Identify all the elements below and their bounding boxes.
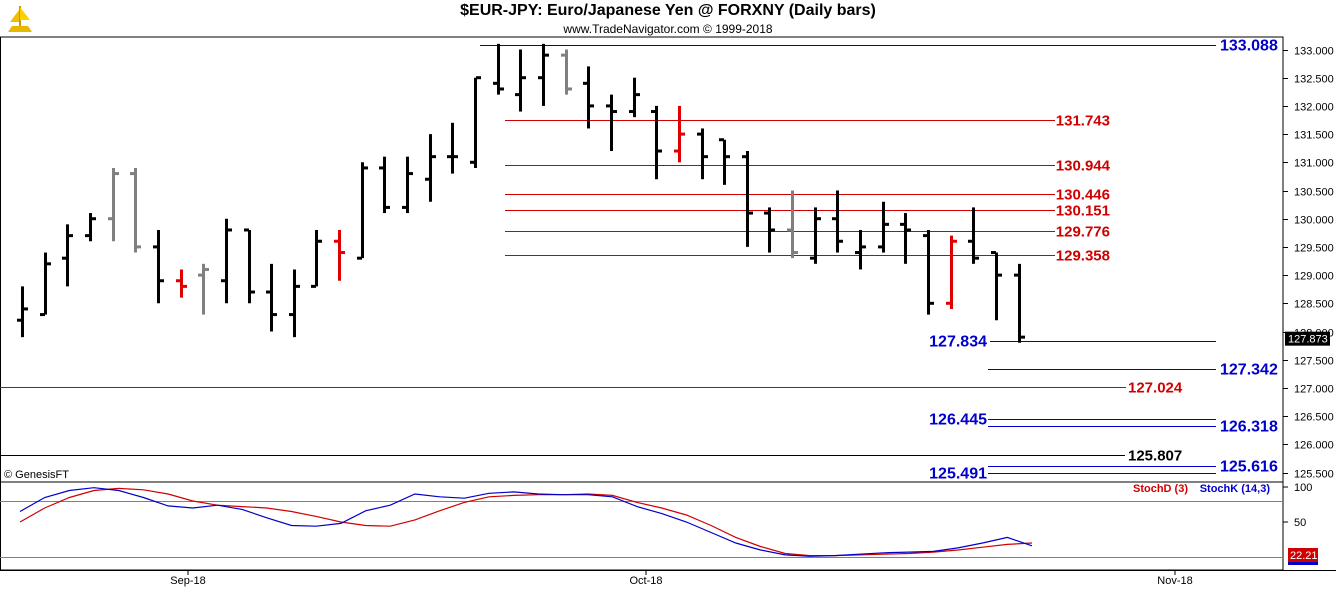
ohlc-bar <box>1014 263 1025 343</box>
ohlc-bar <box>470 76 481 168</box>
ohlc-bar <box>198 263 209 315</box>
stoch-k-legend: StochK (14,3) <box>1200 483 1271 495</box>
ohlc-bar <box>878 201 889 253</box>
ohlc-bar <box>447 122 458 174</box>
stoch-tick-label: 100 <box>1294 482 1312 494</box>
genesis-label: © GenesisFT <box>4 469 69 481</box>
ohlc-bar <box>425 134 436 202</box>
price-panel <box>0 36 1284 483</box>
price-tick-label: 126.000 <box>1294 440 1334 452</box>
level-label: 130.944 <box>1056 158 1111 175</box>
price-tick-label: 129.500 <box>1294 243 1334 255</box>
ohlc-bar <box>832 190 843 253</box>
price-tick-label: 131.500 <box>1294 130 1334 142</box>
current-stoch-box <box>1288 548 1318 562</box>
ohlc-bar <box>334 229 345 281</box>
ohlc-bar <box>606 94 617 152</box>
ohlc-bar <box>697 128 708 180</box>
ohlc-bar <box>900 213 911 264</box>
stoch-tick-label: 50 <box>1294 517 1306 529</box>
level-label: 127.024 <box>1128 380 1183 397</box>
ohlc-bar <box>17 286 28 338</box>
ohlc-bar <box>311 229 322 288</box>
ohlc-bar <box>221 218 232 304</box>
price-tick-label: 132.000 <box>1294 102 1334 114</box>
ohlc-bar <box>493 43 504 95</box>
ohlc-bar <box>968 207 979 264</box>
ohlc-bar <box>583 66 594 129</box>
date-label: Nov-18 <box>1157 575 1192 587</box>
stoch-d-legend: StochD (3) <box>1133 483 1188 495</box>
ohlc-bar <box>923 229 934 315</box>
current-stoch-label: 22.21 <box>1290 550 1318 562</box>
price-tick-label: 130.500 <box>1294 187 1334 199</box>
ohlc-bar <box>62 224 73 287</box>
ohlc-bar <box>402 156 413 214</box>
ohlc-bar <box>176 269 187 298</box>
ohlc-bar <box>40 252 51 317</box>
copyright-text: www.TradeNavigator.com © 1999-2018 <box>563 22 773 36</box>
stoch-d-line <box>19 487 1033 557</box>
level-label: 127.834 <box>929 334 987 351</box>
ohlc-bar <box>946 235 957 309</box>
ohlc-bar <box>85 213 96 242</box>
current-price-box <box>1285 331 1330 346</box>
level-label: 125.616 <box>1220 459 1278 476</box>
ohlc-bar <box>629 77 640 118</box>
current-stoch-k-marker <box>1288 562 1318 565</box>
ohlc-bar <box>289 269 300 338</box>
ohlc-bar <box>651 105 662 180</box>
trade-navigator-logo <box>2 2 38 36</box>
price-tick-label: 125.500 <box>1294 469 1334 481</box>
ohlc-bar <box>855 229 866 270</box>
level-label: 125.491 <box>929 466 987 483</box>
price-tick-label: 128.500 <box>1294 299 1334 311</box>
ohlc-bar <box>244 228 255 304</box>
price-tick-label: 126.500 <box>1294 412 1334 424</box>
stoch-k-line <box>19 487 1033 557</box>
ohlc-bar <box>810 207 821 264</box>
ohlc-bar <box>719 138 730 185</box>
price-tick-label: 127.500 <box>1294 356 1334 368</box>
price-tick-label: 131.000 <box>1294 158 1334 170</box>
ohlc-bar <box>787 190 798 259</box>
price-tick-label: 127.000 <box>1294 384 1334 396</box>
level-label: 127.342 <box>1220 362 1278 379</box>
ohlc-bar <box>379 156 390 214</box>
current-price-label: 127.873 <box>1288 334 1328 346</box>
date-label: Sep-18 <box>170 575 205 587</box>
ohlc-bar <box>130 167 141 253</box>
ohlc-bar <box>153 229 164 304</box>
ohlc-bar <box>266 263 277 332</box>
ohlc-bar <box>561 49 572 95</box>
price-tick-label: 130.000 <box>1294 215 1334 227</box>
level-label: 133.088 <box>1220 38 1278 55</box>
level-label: 126.318 <box>1220 419 1278 436</box>
ohlc-bar <box>991 251 1002 321</box>
ohlc-bar <box>515 49 526 112</box>
ohlc-bar <box>108 167 119 242</box>
date-label: Oct-18 <box>629 575 662 587</box>
level-label: 129.358 <box>1056 248 1110 265</box>
chart-title: $EUR-JPY: Euro/Japanese Yen @ FORXNY (Da… <box>460 2 876 19</box>
level-label: 125.807 <box>1128 448 1182 465</box>
level-label: 131.743 <box>1056 113 1110 130</box>
price-tick-label: 132.500 <box>1294 74 1334 86</box>
level-label: 130.446 <box>1056 187 1110 204</box>
price-tick-label: 129.000 <box>1294 271 1334 283</box>
ohlc-bar <box>742 151 753 247</box>
stochastic-panel <box>0 481 1284 571</box>
level-label: 130.151 <box>1056 203 1110 220</box>
level-label: 126.445 <box>929 412 987 429</box>
ohlc-bar <box>764 207 775 253</box>
ohlc-bar <box>357 162 368 260</box>
ohlc-bar <box>538 43 549 106</box>
ohlc-bar <box>674 105 685 163</box>
price-tick-label: 133.000 <box>1294 46 1334 58</box>
level-label: 129.776 <box>1056 224 1110 241</box>
